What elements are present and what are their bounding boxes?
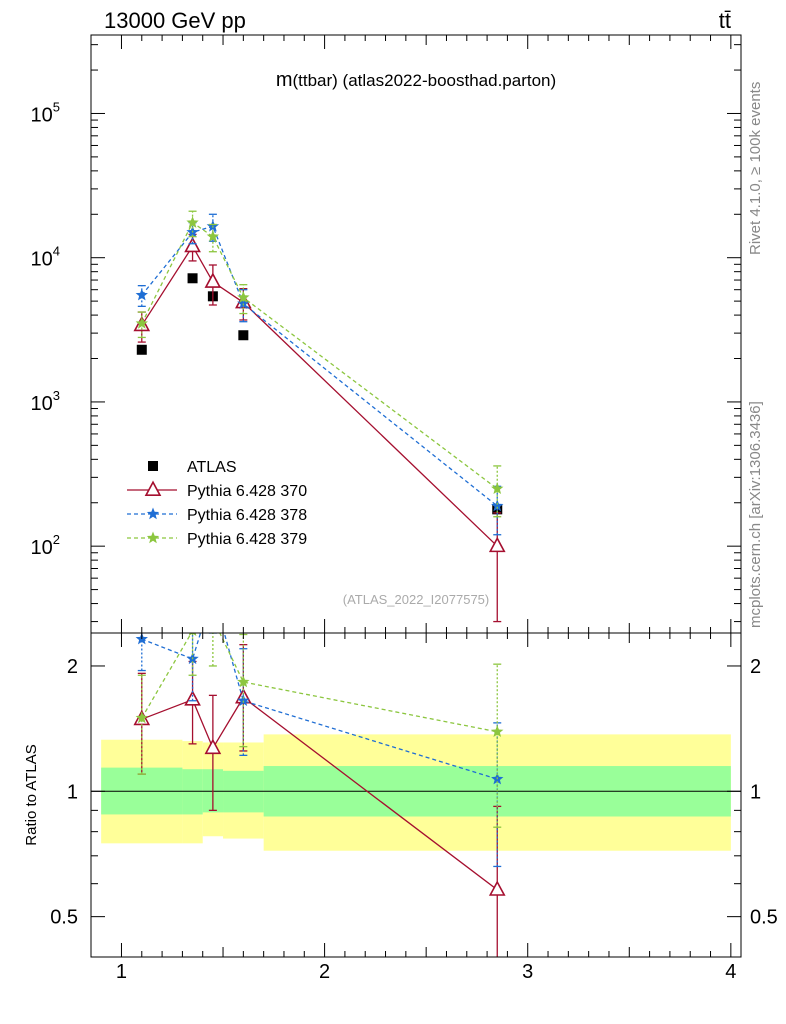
legend-item: Pythia 6.428 378 (127, 507, 307, 524)
data-point (207, 612, 219, 624)
data-point (204, 272, 222, 288)
ratio-series-2 (135, 612, 504, 828)
energy-label: 13000 GeV pp (104, 8, 246, 33)
series-line (141, 633, 498, 780)
main-panel: 102 103 104 105 m(ttbar) (atlas2022-boostha… (31, 34, 742, 634)
x-tick-label: 2 (319, 961, 330, 983)
data-point (204, 738, 222, 755)
series-line (141, 221, 498, 490)
data-point (136, 344, 147, 355)
mcplots-credit-label: mcplots.cern.ch [arXiv:1306.3436] (747, 401, 764, 628)
y-tick-label: 104 (31, 244, 60, 271)
data-point (184, 236, 201, 253)
legend: ATLAS Pythia 6.428 370 Pythia 6.428 378 Pyt… (127, 459, 307, 548)
data-point (237, 675, 250, 688)
data-point (135, 711, 148, 724)
x-tick-label: 3 (522, 961, 533, 983)
uncertainty-band-inner (182, 769, 203, 815)
main-series-0 (136, 273, 503, 515)
ratio-y-tick-label-right: 2 (750, 656, 761, 678)
data-point (491, 482, 504, 495)
legend-item: Pythia 6.428 370 (127, 480, 307, 500)
data-point (206, 230, 220, 242)
rivet-version-label: Rivet 4.1.0, ≥ 100k events (747, 82, 764, 255)
series-line (141, 245, 498, 547)
data-point (237, 297, 250, 309)
series-line (141, 633, 498, 733)
data-point (135, 316, 148, 329)
ratio-frame (90, 632, 742, 958)
data-point (491, 725, 504, 738)
data-point (187, 273, 198, 284)
legend-label: Pythia 6.428 379 (187, 531, 307, 548)
analysis-id-label: (ATLAS_2022_I2077575) (343, 592, 489, 607)
legend-marker (146, 507, 160, 520)
process-label: tt̄ (719, 8, 731, 33)
legend-label: Pythia 6.428 370 (187, 483, 307, 500)
data-point (135, 288, 148, 301)
legend-marker (148, 461, 158, 471)
legend-item: ATLAS (148, 459, 237, 476)
x-tick-label: 1 (116, 961, 127, 983)
legend-label: ATLAS (187, 459, 237, 476)
y-tick-label: 103 (31, 388, 60, 415)
y-tick-label: 102 (31, 532, 60, 559)
data-point (206, 219, 220, 232)
data-point (238, 330, 249, 341)
ratio-y-tick-label-right: 1 (750, 781, 761, 803)
main-series-3 (135, 210, 504, 518)
main-plot-title: m(ttbar) (atlas2022-boosthad.parton) (276, 69, 556, 91)
ratio-y-tick-label-left: 2 (67, 656, 78, 678)
ratio-y-tick-label-right: 0.5 (750, 907, 778, 929)
data-point (488, 880, 506, 896)
data-point (491, 499, 504, 512)
ratio-y-tick-label-left: 1 (67, 781, 78, 803)
main-series-1 (133, 233, 506, 623)
data-point (184, 690, 201, 706)
data-point (207, 586, 219, 598)
legend-marker (146, 531, 160, 544)
data-point (188, 633, 197, 637)
ratio-y-tick-label-left: 0.5 (50, 907, 78, 929)
ratio-panel: 0.5 0.5 1 1 2 2 1 2 3 4 Ratio to ATLAS (23, 586, 778, 983)
ratio-y-axis-label: Ratio to ATLAS (23, 744, 40, 845)
legend-label: Pythia 6.428 378 (187, 507, 307, 524)
data-point (237, 694, 250, 707)
data-point (186, 216, 199, 228)
data-point (237, 290, 250, 303)
legend-marker (144, 480, 162, 497)
x-tick-label: 4 (725, 961, 736, 983)
data-point (488, 536, 506, 553)
y-tick-label: 105 (31, 99, 60, 126)
legend-item: Pythia 6.428 379 (127, 531, 307, 548)
